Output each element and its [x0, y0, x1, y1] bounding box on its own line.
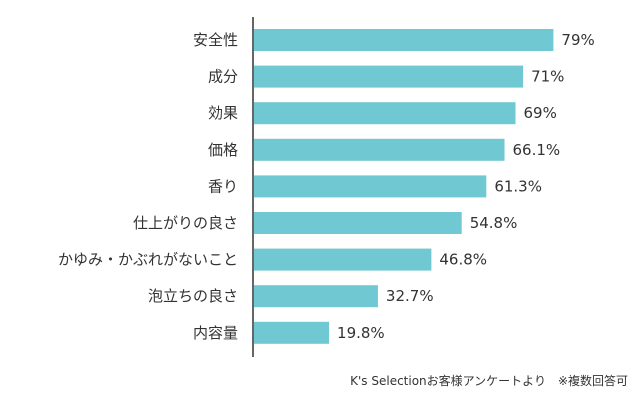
value-label-2: 69%: [524, 104, 557, 122]
category-label-4: 香り: [208, 177, 238, 195]
category-label-2: 効果: [208, 104, 238, 122]
bar-5: [254, 212, 462, 234]
value-label-0: 79%: [561, 31, 594, 49]
bar-0: [254, 29, 554, 51]
value-label-5: 54.8%: [470, 214, 518, 232]
bar-8: [254, 321, 330, 344]
value-label-1: 71%: [531, 68, 564, 86]
value-label-3: 66.1%: [513, 141, 561, 159]
value-label-4: 61.3%: [494, 177, 542, 195]
category-label-8: 内容量: [193, 324, 238, 342]
category-label-7: 泡立ちの良さ: [148, 287, 238, 305]
bar-2: [254, 102, 516, 125]
value-label-6: 46.8%: [439, 251, 487, 269]
category-label-0: 安全性: [193, 31, 238, 49]
category-label-5: 仕上がりの良さ: [133, 214, 238, 232]
bar-6: [254, 248, 432, 271]
value-label-7: 32.7%: [386, 287, 434, 305]
bar-4: [254, 175, 487, 198]
bar-7: [254, 285, 378, 308]
category-label-6: かゆみ・かぶれがないこと: [58, 251, 238, 269]
bars-group: 安全性 79% 成分 71% 効果 69% 価格 66.1% 香り 61.3% 仕上がりの良さ 54.…: [58, 29, 595, 344]
bar-3: [254, 138, 505, 161]
category-label-3: 価格: [208, 141, 238, 159]
source-footnote: K's Selectionお客様アンケートより ※複数回答可: [350, 374, 628, 388]
value-label-8: 19.8%: [337, 324, 385, 342]
bar-1: [254, 65, 524, 88]
category-label-1: 成分: [208, 68, 238, 86]
